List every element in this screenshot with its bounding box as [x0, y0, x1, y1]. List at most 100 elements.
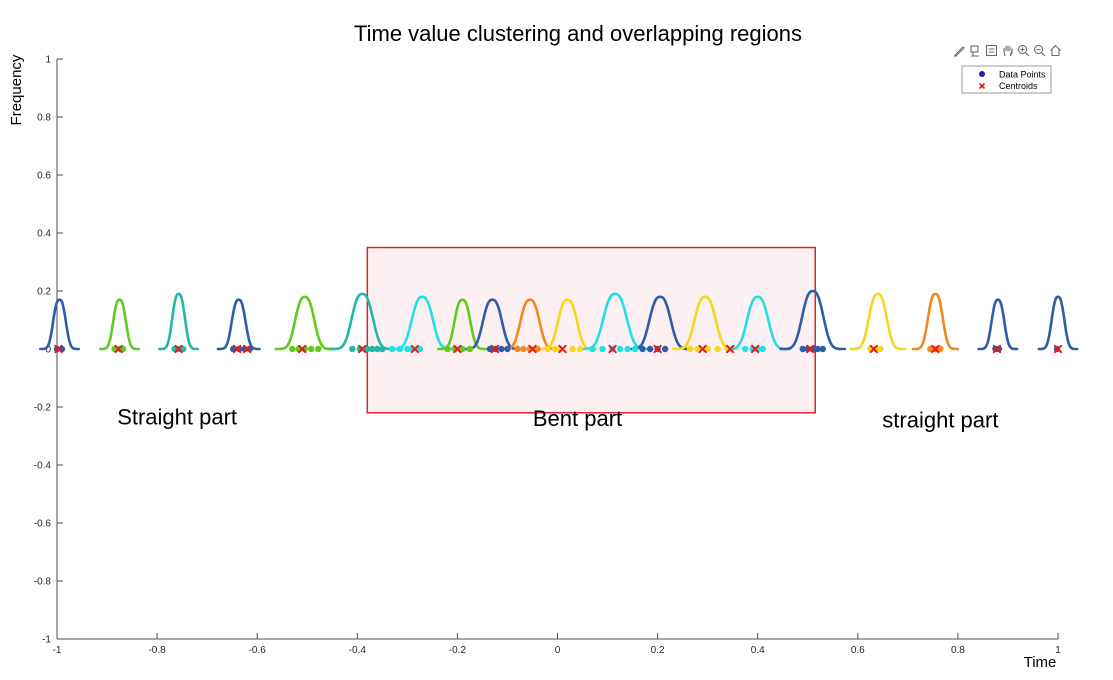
centroid-marker: [174, 344, 183, 354]
centroid-marker: [410, 344, 420, 354]
centroid-marker: [453, 344, 462, 354]
cluster-curve-1: [38, 298, 80, 351]
data-point: [616, 345, 624, 353]
data-point: [498, 345, 505, 353]
y-tick-label: -0.2: [34, 403, 52, 414]
cluster-curve-15: [724, 295, 792, 351]
cluster-curve-17: [849, 292, 907, 351]
centroid-marker: [232, 344, 242, 354]
centroid-marker: [653, 344, 662, 354]
legend-toggle-icon[interactable]: [984, 43, 999, 58]
data-point: [315, 345, 322, 353]
data-point: [686, 345, 694, 353]
data-point: [599, 345, 606, 353]
y-tick-label: -0.4: [34, 461, 52, 472]
centroid-marker: [490, 344, 500, 354]
data-point: [589, 345, 596, 353]
data-point: [396, 345, 404, 353]
data-point: [416, 345, 424, 353]
data-point: [551, 345, 559, 353]
x-tick-label: -0.6: [249, 645, 267, 656]
legend-marker-data-points: [979, 71, 985, 77]
x-tick-label: 0.2: [651, 645, 665, 656]
centroid-marker: [54, 344, 63, 354]
data-point: [53, 345, 61, 353]
x-tick-label: 0.6: [851, 645, 865, 656]
region-annotation: Straight part: [117, 404, 237, 429]
centroid-marker: [298, 344, 307, 354]
centroid-marker: [750, 344, 760, 354]
y-tick-label: 1: [45, 55, 51, 66]
legend-box: [961, 65, 1052, 94]
data-point: [459, 345, 466, 353]
x-tick-label: 0.8: [951, 645, 965, 656]
x-axis-label: Time: [1024, 654, 1057, 671]
data-point: [569, 345, 576, 353]
legend-label-data-points: Data Points: [999, 70, 1046, 80]
data-point: [704, 345, 711, 353]
data-point: [514, 345, 521, 353]
region-annotation: straight part: [882, 407, 998, 432]
data-point: [534, 345, 541, 353]
centroid-marker: [608, 344, 617, 354]
home-icon[interactable]: [1048, 43, 1063, 58]
centroid-marker: [1053, 344, 1063, 354]
data-point: [741, 345, 749, 353]
legend-marker-centroids: [978, 82, 986, 90]
data-point: [349, 345, 356, 353]
data-point: [639, 345, 646, 353]
data-point: [369, 345, 376, 353]
legend[interactable]: Data Points Centroids: [961, 65, 1052, 94]
axes-toolbar: [952, 41, 1063, 59]
data-point: [646, 345, 654, 353]
data-point: [404, 345, 411, 353]
data-point: [389, 345, 396, 353]
brush-icon[interactable]: [952, 43, 967, 58]
data-point: [504, 345, 511, 353]
data-point: [624, 345, 631, 353]
y-tick-label: -1: [42, 635, 51, 646]
data-point: [466, 345, 474, 353]
data-point: [661, 345, 669, 353]
centroid-marker: [931, 344, 940, 354]
region-annotation: Bent part: [533, 406, 622, 431]
x-tick-label: -0.8: [148, 645, 166, 656]
data-point: [872, 345, 879, 353]
centroid-marker: [992, 344, 1002, 354]
x-tick-label: -1: [53, 645, 62, 656]
chart-title: Time value clustering and overlapping re…: [354, 21, 802, 46]
y-axis-label: Frequency: [8, 54, 25, 125]
centroid-marker: [242, 344, 252, 354]
centroid-marker: [358, 344, 367, 354]
y-tick-label: -0.8: [34, 577, 52, 588]
data-point: [486, 345, 494, 353]
y-tick-label: 0.2: [37, 287, 51, 298]
data-point: [799, 345, 806, 353]
data-point: [631, 345, 639, 353]
data-point: [289, 345, 296, 353]
data-tips-icon[interactable]: [968, 43, 983, 58]
y-tick-label: 0.4: [37, 229, 51, 240]
y-tick-label: -0.6: [34, 519, 52, 530]
centroid-marker: [528, 344, 537, 354]
data-point: [694, 345, 701, 353]
zoom-out-icon[interactable]: [1032, 43, 1047, 58]
cluster-curve-19: [977, 298, 1019, 351]
data-point: [814, 345, 821, 353]
data-point: [714, 345, 721, 353]
zoom-in-icon[interactable]: [1016, 43, 1031, 58]
x-tick-label: -0.2: [449, 645, 467, 656]
cluster-curve-20: [1037, 295, 1079, 351]
x-tick-label: 1: [1055, 645, 1061, 656]
centroid-marker: [698, 344, 707, 354]
x-tick-label: 0: [555, 645, 561, 656]
data-point: [544, 345, 551, 353]
data-point: [444, 345, 451, 353]
data-point: [520, 345, 527, 353]
y-tick-label: 0.8: [37, 113, 51, 124]
data-point: [937, 345, 944, 353]
pan-icon[interactable]: [1000, 43, 1015, 58]
centroid-marker: [558, 344, 567, 354]
legend-label-centroids: Centroids: [999, 81, 1038, 91]
